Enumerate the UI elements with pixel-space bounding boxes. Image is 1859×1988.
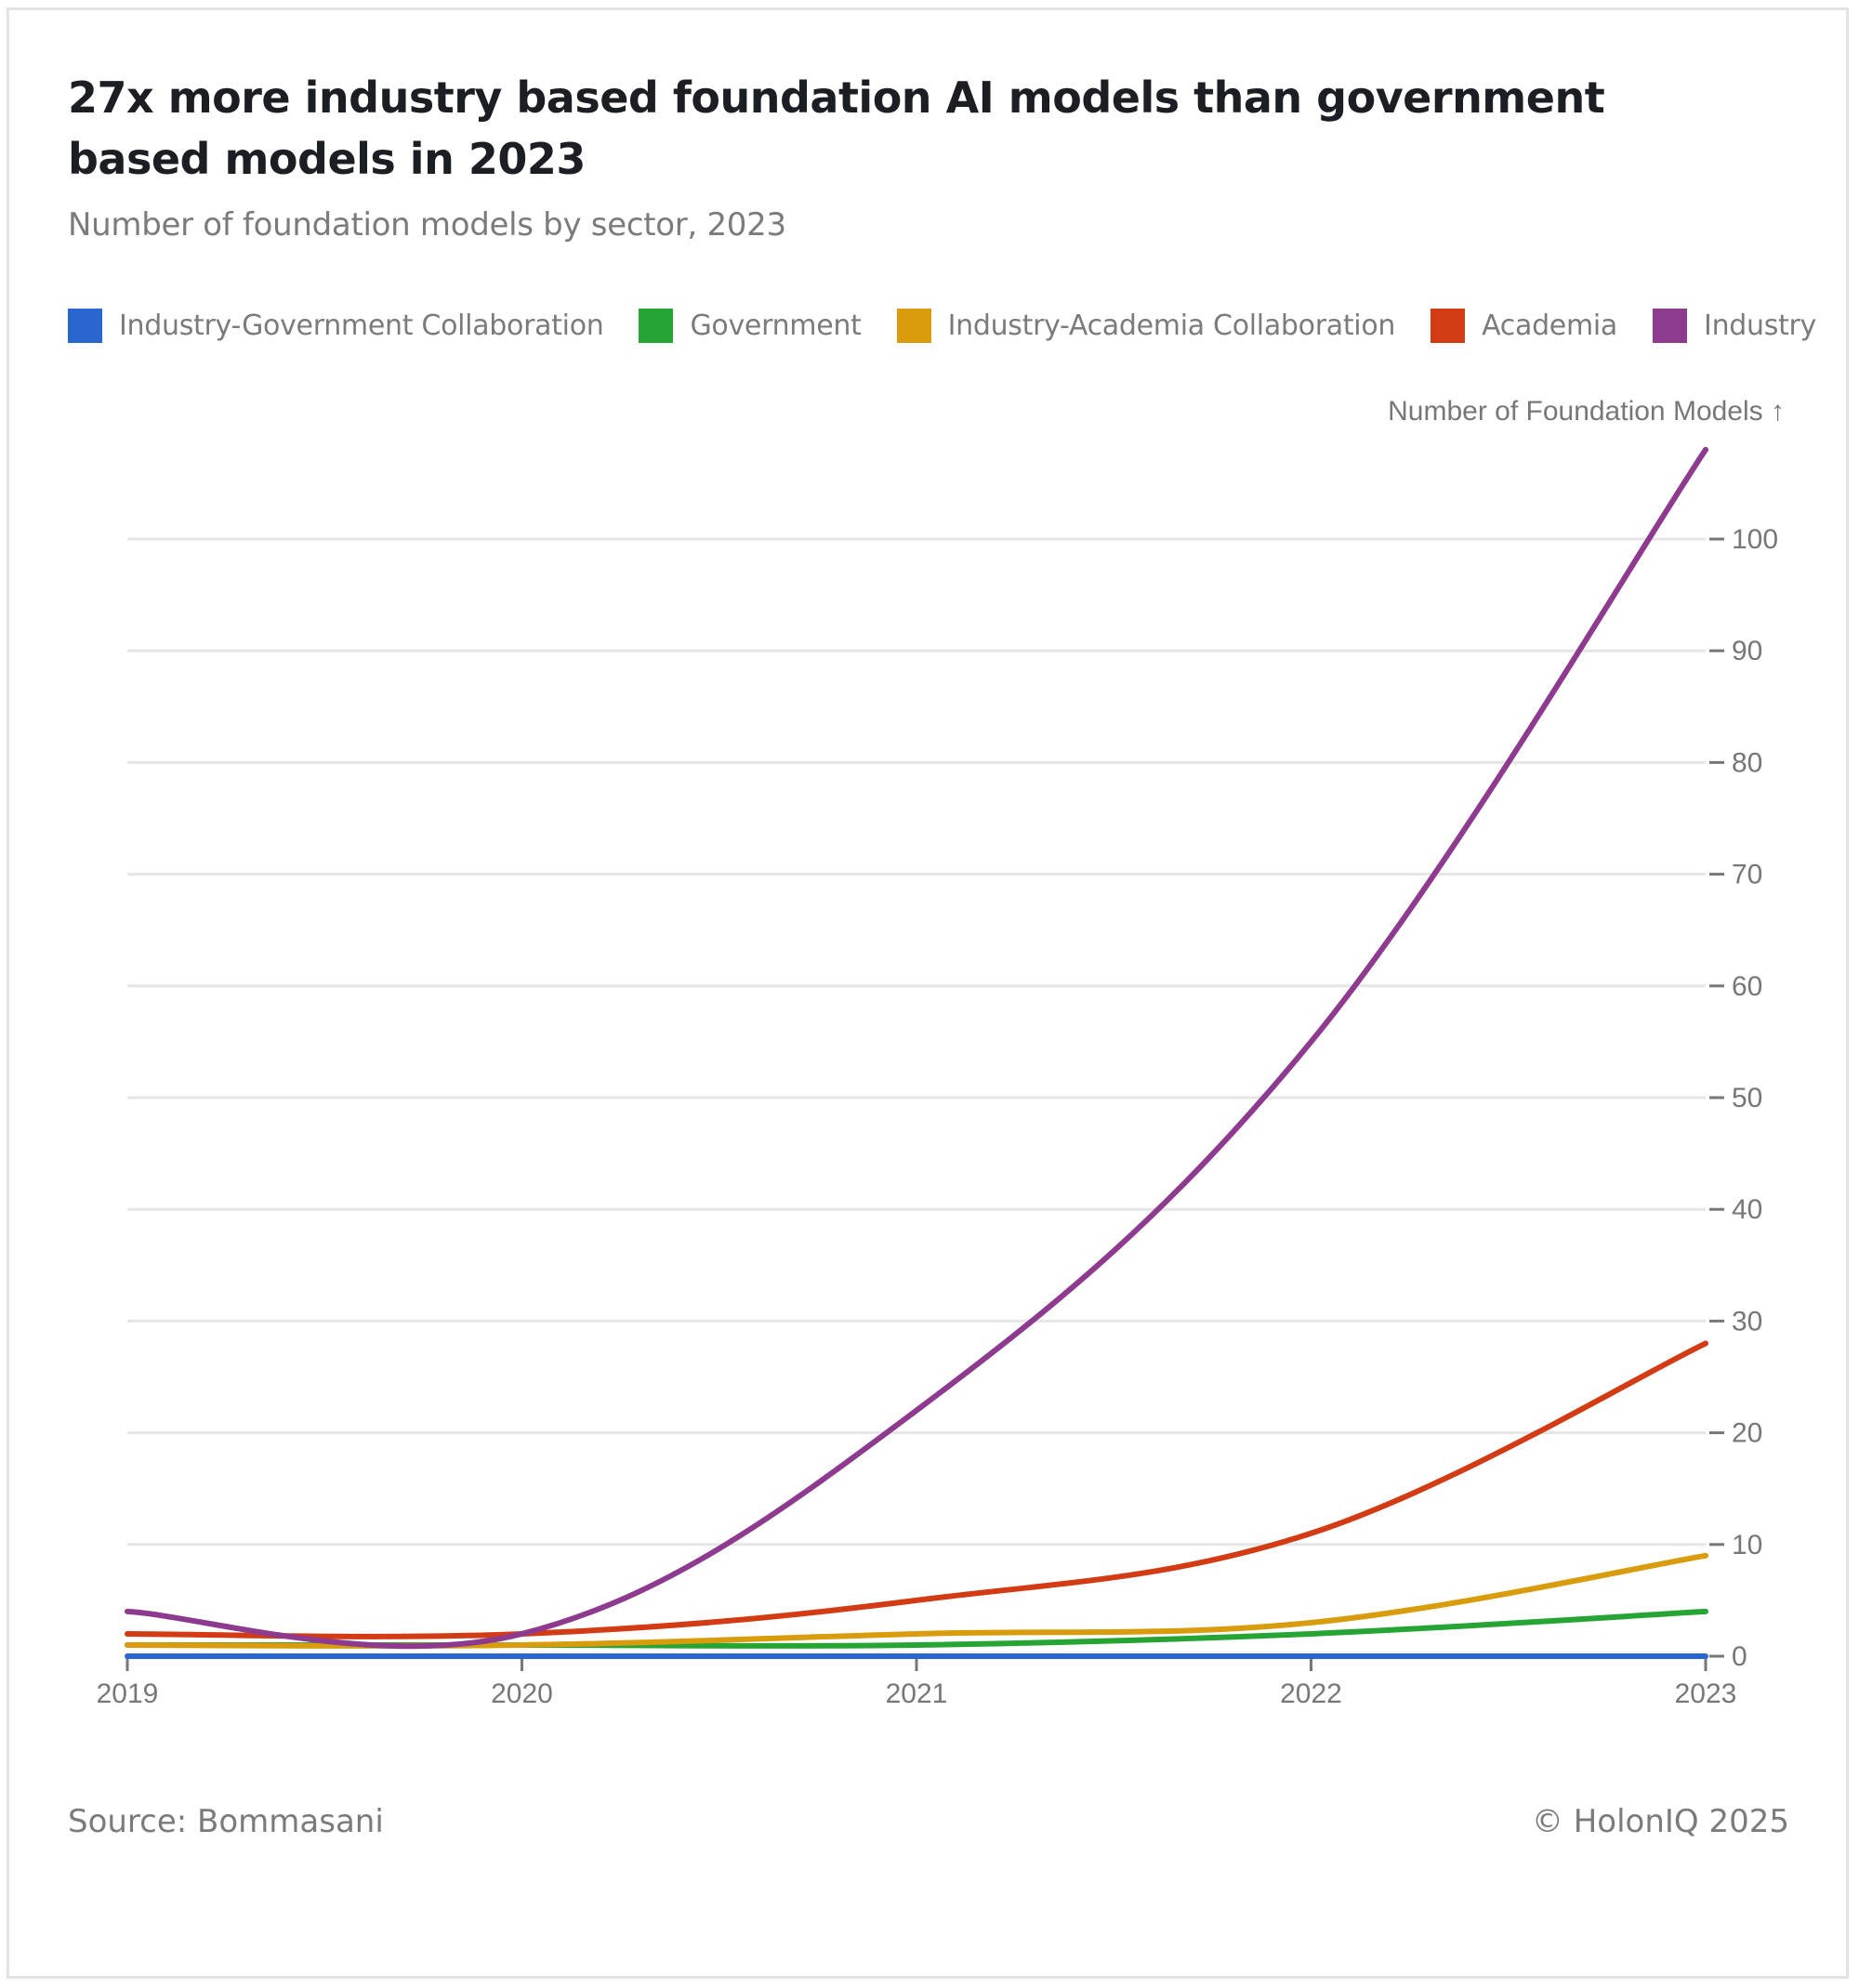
x-tick-label: 2023 xyxy=(1675,1679,1737,1709)
legend-swatch xyxy=(1431,309,1466,343)
legend-item-industry-government-collaboration[interactable]: Industry-Government Collaboration xyxy=(68,309,604,343)
y-tick-label: 60 xyxy=(1732,971,1762,1002)
y-tick-label: 30 xyxy=(1732,1306,1762,1336)
y-tick-label: 20 xyxy=(1732,1418,1762,1449)
legend-swatch xyxy=(68,309,102,343)
y-tick-label: 40 xyxy=(1732,1194,1762,1225)
series-line-industry[interactable] xyxy=(125,446,1708,1650)
legend-label: Academia xyxy=(1482,309,1618,342)
y-tick-label: 90 xyxy=(1732,636,1762,666)
legend-label: Industry xyxy=(1704,309,1817,342)
y-tick-label: 50 xyxy=(1732,1083,1762,1113)
source-note: Source: Bommasani xyxy=(68,1803,384,1840)
y-tick-label: 0 xyxy=(1732,1641,1747,1672)
legend-item-government[interactable]: Government xyxy=(639,309,862,343)
chart-title: 27x more industry based foundation AI mo… xyxy=(68,72,1605,184)
legend-label: Industry-Government Collaboration xyxy=(119,309,604,342)
legend-swatch xyxy=(1653,309,1688,343)
y-axis-title: Number of Foundation Models ↑ xyxy=(1388,396,1785,427)
chart-subtitle: Number of foundation models by sector, 2… xyxy=(68,206,786,244)
legend-item-industry[interactable]: Industry xyxy=(1653,309,1816,343)
x-axis: 2019 2020 2021 2022 2023 xyxy=(97,1656,1737,1709)
legend-swatch xyxy=(639,309,674,343)
legend-item-academia[interactable]: Academia xyxy=(1431,309,1617,343)
legend-swatch xyxy=(896,309,931,343)
legend-item-industry-academia-collaboration[interactable]: Industry-Academia Collaboration xyxy=(896,309,1396,343)
legend-label: Industry-Academia Collaboration xyxy=(947,309,1396,342)
x-tick-label: 2020 xyxy=(491,1679,553,1709)
series-lines xyxy=(125,446,1708,1660)
series-line-government[interactable] xyxy=(125,1608,1708,1649)
y-tick-label: 10 xyxy=(1732,1530,1762,1560)
x-tick-label: 2022 xyxy=(1280,1679,1342,1709)
gridlines xyxy=(127,537,1706,1547)
y-tick-label: 80 xyxy=(1732,747,1762,778)
y-tick-label: 70 xyxy=(1732,860,1762,890)
x-tick-label: 2021 xyxy=(886,1679,948,1709)
y-axis: 0 10 20 30 40 50 60 70 80 90 100 xyxy=(1709,524,1778,1672)
copyright-note: © HolonIQ 2025 xyxy=(1531,1803,1789,1840)
legend: Industry-Government Collaboration Govern… xyxy=(68,309,1852,343)
legend-label: Government xyxy=(690,309,862,342)
y-tick-label: 100 xyxy=(1732,524,1778,555)
x-tick-label: 2019 xyxy=(97,1679,159,1709)
series-line-academia[interactable] xyxy=(125,1340,1708,1639)
